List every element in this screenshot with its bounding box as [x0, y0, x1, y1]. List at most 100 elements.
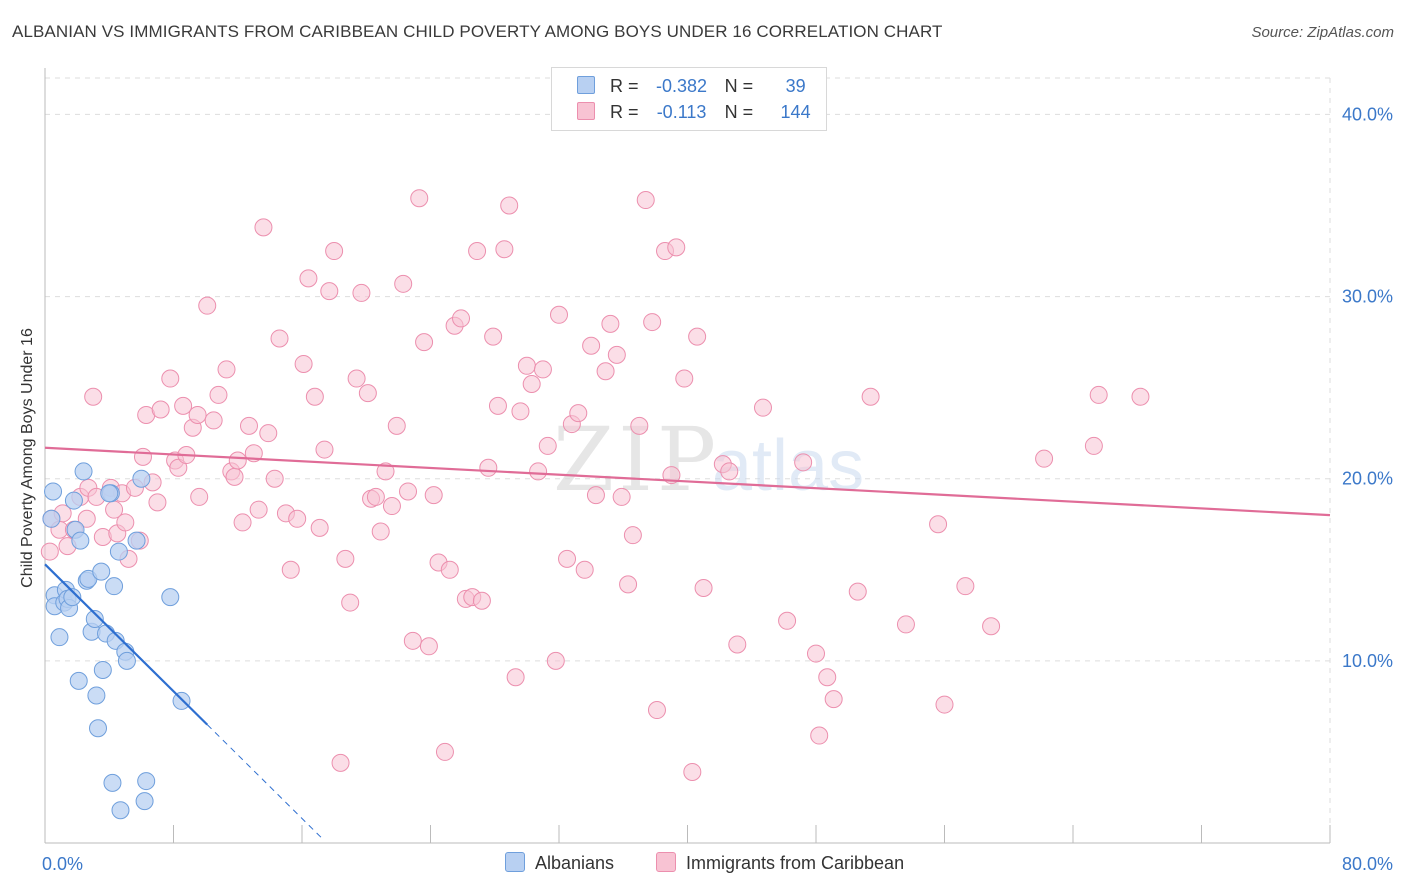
caribbean-point [281, 560, 300, 579]
caribbean-point [288, 509, 307, 528]
caribbean-point [299, 269, 318, 288]
legend-label-albanians: Albanians [535, 853, 615, 873]
caribbean-point [929, 515, 948, 534]
caribbean-point [506, 668, 525, 687]
caribbean-point [778, 611, 797, 630]
caribbean-point [720, 462, 739, 481]
caribbean-point [982, 617, 1001, 636]
albanian-points [42, 462, 191, 820]
caribbean-point [440, 560, 459, 579]
albanian-point [100, 484, 119, 503]
caribbean-point [403, 631, 422, 650]
caribbean-point [315, 440, 334, 459]
albanian-point [42, 509, 61, 528]
caribbean-point [419, 637, 438, 656]
albanian-point [105, 577, 124, 596]
caribbean-point [522, 375, 541, 393]
albanian-point [103, 773, 122, 792]
albanian-point [85, 609, 104, 628]
legend-r-value: -0.382 [656, 76, 708, 96]
caribbean-point [371, 522, 390, 541]
caribbean-point [382, 497, 401, 516]
caribbean-point [479, 458, 498, 477]
caribbean-point [794, 453, 813, 472]
x-tick-label: 0.0% [42, 854, 83, 874]
caribbean-point [488, 396, 507, 415]
caribbean-point [824, 690, 843, 709]
albanian-point [87, 686, 106, 705]
y-tick-label: 10.0% [1342, 651, 1393, 671]
caribbean-point [569, 404, 588, 423]
caribbean-point [305, 387, 324, 406]
caribbean-point [265, 469, 284, 488]
caribbean-point [161, 369, 180, 388]
caribbean-point [511, 402, 530, 421]
albanian-point [63, 588, 82, 607]
caribbean-point [1131, 387, 1150, 406]
caribbean-point [550, 305, 568, 324]
legend-item-albanians: Albanians [505, 852, 614, 874]
caribbean-point [533, 360, 552, 379]
albanian-point [132, 469, 151, 488]
albanian-trend-line [44, 563, 209, 726]
albanian-point [44, 482, 63, 501]
albanian-point [111, 801, 130, 820]
caribbean-point [217, 360, 236, 379]
legend-row-albanians: R = -0.382 N = 39 [577, 76, 816, 97]
caribbean-point [209, 385, 228, 404]
caribbean-point [675, 369, 694, 388]
caribbean-point [848, 582, 867, 601]
legend-swatch-pink [577, 102, 595, 120]
tick-labels: 10.0% 20.0% 30.0% 40.0% 0.0% 80.0% [42, 104, 1393, 874]
caribbean-point [472, 591, 491, 610]
caribbean-point [810, 726, 829, 745]
legend-r-value: -0.113 [656, 102, 707, 122]
caribbean-point [728, 635, 747, 654]
caribbean-points [40, 189, 1150, 781]
x-tick-label: 80.0% [1342, 854, 1393, 874]
caribbean-point [148, 493, 167, 512]
y-tick-label: 30.0% [1342, 287, 1393, 307]
legend-n-value: 144 [780, 102, 811, 122]
caribbean-point [517, 356, 536, 375]
caribbean-point [636, 191, 655, 210]
caribbean-point [956, 577, 975, 596]
caribbean-point [190, 487, 209, 506]
caribbean-point [647, 701, 666, 720]
caribbean-point [415, 333, 434, 352]
caribbean-point [40, 542, 59, 561]
caribbean-point [270, 329, 289, 348]
caribbean-point [896, 615, 915, 634]
caribbean-point [694, 579, 713, 597]
caribbean-trend-line [44, 446, 1331, 517]
caribbean-point [151, 400, 170, 419]
caribbean-point [586, 486, 605, 505]
caribbean-point [596, 362, 615, 381]
caribbean-point [619, 575, 638, 594]
albanian-point [74, 462, 93, 481]
caribbean-point [683, 762, 702, 781]
caribbean-point [607, 345, 626, 364]
caribbean-point [254, 218, 273, 237]
caribbean-point [484, 327, 503, 346]
albanian-point [172, 691, 191, 710]
legend-r-label: R = [610, 102, 639, 122]
correlation-legend: R = -0.382 N = 39 R = -0.113 N = 144 [551, 67, 827, 131]
chart-title: ALBANIAN VS IMMIGRANTS FROM CARIBBEAN CH… [12, 22, 943, 41]
albanian-point [93, 660, 112, 679]
caribbean-point [468, 242, 487, 261]
caribbean-point [376, 462, 395, 481]
albanian-point [50, 628, 69, 647]
caribbean-point [861, 387, 880, 406]
caribbean-point [1035, 449, 1054, 468]
caribbean-point [399, 482, 418, 501]
caribbean-point [818, 668, 837, 687]
caribbean-point [623, 526, 642, 545]
caribbean-point [630, 416, 649, 435]
legend-swatch-blue [577, 76, 595, 94]
legend-n-value: 39 [785, 76, 806, 96]
caribbean-point [807, 644, 825, 663]
source-label: Source: ZipAtlas.com [1251, 24, 1394, 41]
caribbean-point [394, 274, 413, 293]
legend-item-caribbean: Immigrants from Caribbean [656, 852, 904, 874]
